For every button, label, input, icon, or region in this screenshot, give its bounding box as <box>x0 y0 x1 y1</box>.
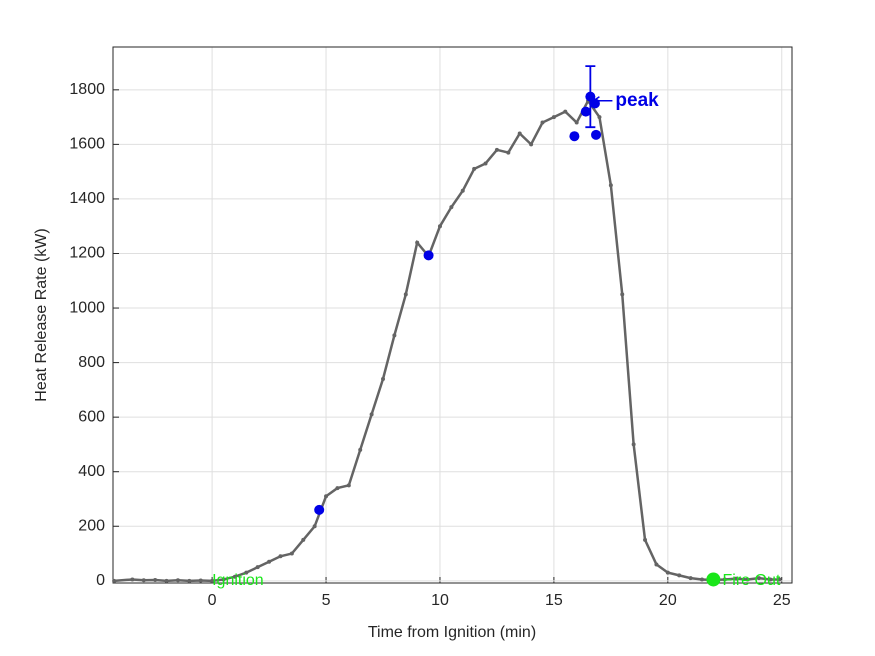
y-tick-label: 1400 <box>69 190 105 207</box>
marker <box>706 572 721 587</box>
line-point <box>517 131 522 136</box>
x-axis-label: Time from Ignition (min) <box>368 624 536 641</box>
line-point <box>210 578 215 583</box>
line-point <box>574 120 579 125</box>
x-tick-label: 10 <box>431 592 449 609</box>
annotation-arrow <box>592 96 613 106</box>
marker <box>591 129 602 140</box>
x-tick-label: 0 <box>208 592 217 609</box>
y-tick-label: 1600 <box>69 136 105 153</box>
line-point <box>494 147 499 152</box>
line-point <box>335 486 340 491</box>
annotation: Ignition <box>212 572 264 589</box>
line-point <box>232 574 237 579</box>
line-point <box>437 224 442 229</box>
line-point <box>130 577 135 582</box>
line-point <box>460 188 465 193</box>
line-point <box>381 376 386 381</box>
line-point <box>722 577 727 582</box>
line-point <box>221 577 226 582</box>
x-tick-label: 15 <box>545 592 563 609</box>
line-point <box>403 292 408 297</box>
line-point <box>677 573 682 578</box>
line-point <box>745 577 750 582</box>
line-point <box>449 205 454 210</box>
line-point <box>483 161 488 166</box>
line-point <box>734 576 739 581</box>
line-point <box>540 120 545 125</box>
y-axis-label: Heat Release Rate (kW) <box>33 228 50 401</box>
line-point <box>768 577 773 582</box>
line-point <box>358 447 363 452</box>
marker <box>580 106 591 117</box>
y-tick-label: 1000 <box>69 299 105 316</box>
line-point <box>506 150 511 155</box>
y-tick-label: 400 <box>78 463 105 480</box>
annotation: peak <box>615 90 659 111</box>
y-tick-label: 200 <box>78 517 105 534</box>
line-point <box>267 559 272 564</box>
y-tick-label: 0 <box>96 572 105 589</box>
line-point <box>643 537 648 542</box>
line-point <box>551 115 556 120</box>
line-point <box>415 240 420 245</box>
line-point <box>392 333 397 338</box>
line-point <box>244 570 249 575</box>
line-point <box>164 578 169 583</box>
line-point <box>187 578 192 583</box>
line-point <box>255 565 260 570</box>
plot-frame <box>112 46 793 584</box>
line-point <box>665 570 670 575</box>
line-point <box>153 577 158 582</box>
y-tick-label: 800 <box>78 354 105 371</box>
line-point <box>289 551 294 556</box>
line-point <box>699 577 704 582</box>
x-tick-label: 25 <box>773 592 791 609</box>
marker <box>423 250 434 261</box>
line-point <box>312 524 317 529</box>
y-tick-label: 1800 <box>69 81 105 98</box>
line-point <box>654 562 659 567</box>
x-tick-label: 5 <box>322 592 331 609</box>
line-point <box>369 412 374 417</box>
annotation: Fire Out <box>723 572 781 589</box>
line-point <box>278 554 283 559</box>
y-tick-label: 600 <box>78 408 105 425</box>
line-point <box>688 576 693 581</box>
x-tick-label: 20 <box>659 592 677 609</box>
line-point <box>756 576 761 581</box>
line-point <box>529 142 534 147</box>
line-point <box>112 578 117 583</box>
line-point <box>175 578 180 583</box>
line-point <box>141 578 146 583</box>
marker <box>569 131 580 142</box>
line-point <box>346 483 351 488</box>
line-point <box>597 115 602 120</box>
line-point <box>777 577 782 582</box>
marker <box>314 504 325 515</box>
line-point <box>301 537 306 542</box>
line-point <box>620 292 625 297</box>
line-point <box>563 109 568 114</box>
line-point <box>324 494 329 499</box>
line-point <box>631 442 636 447</box>
line-point <box>608 183 613 188</box>
y-tick-label: 1200 <box>69 245 105 262</box>
line-point <box>198 578 203 583</box>
line-point <box>472 166 477 171</box>
